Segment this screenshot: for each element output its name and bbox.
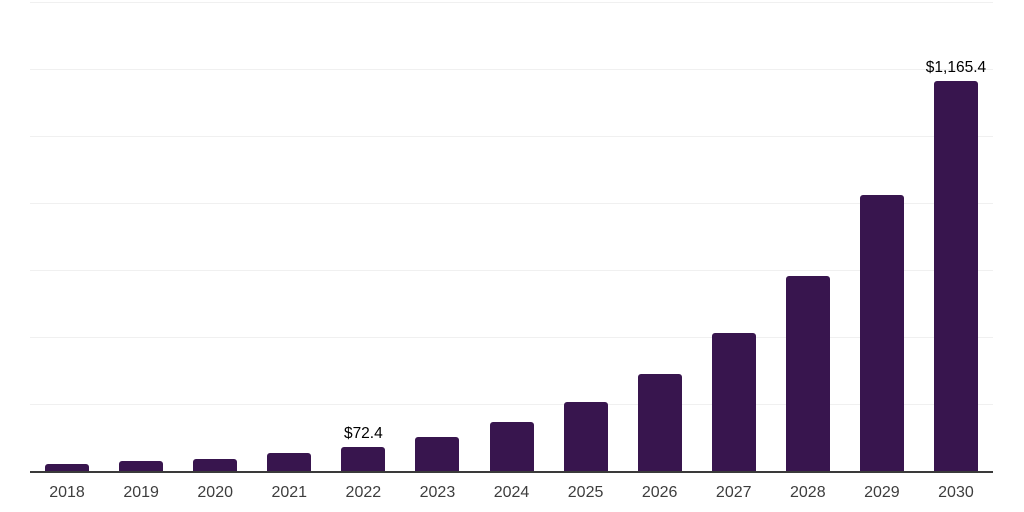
- x-tick-label-2022: 2022: [345, 484, 382, 501]
- data-label-2022: $72.4: [343, 424, 383, 442]
- x-tick-label-2027: 2027: [715, 484, 752, 501]
- gridline-1400: [30, 2, 993, 3]
- gridline-400: [30, 337, 993, 338]
- bar-2019: [119, 461, 164, 471]
- bar-2018: [45, 463, 90, 471]
- x-tick-label-2020: 2020: [197, 484, 233, 501]
- x-tick-label-2026: 2026: [641, 484, 678, 501]
- bar-2030: [933, 80, 978, 471]
- x-tick-label-2030: 2030: [938, 484, 974, 501]
- gridline-1000: [30, 136, 993, 137]
- bar-2026: [637, 373, 682, 471]
- x-tick-label-2019: 2019: [123, 484, 159, 501]
- x-tick-label-2029: 2029: [864, 484, 900, 501]
- x-axis: 2018 2019 2020 2021 2022 2023 2024 2025 2026 2027…: [30, 484, 993, 504]
- x-tick-label-2018: 2018: [49, 484, 85, 501]
- bar-2028: [785, 276, 830, 471]
- gridline-1200: [30, 69, 993, 70]
- plot-area: $72.4 $1,165.4: [30, 2, 993, 473]
- data-label-2030: $1,165.4: [925, 58, 987, 76]
- bar-2027: [711, 333, 756, 471]
- gridline-200: [30, 404, 993, 405]
- x-tick-label-2021: 2021: [271, 484, 308, 501]
- bar-2023: [415, 436, 460, 471]
- x-tick-label-2025: 2025: [567, 484, 604, 501]
- x-tick-label-2028: 2028: [790, 484, 826, 501]
- bar-2021: [267, 452, 312, 471]
- bar-2025: [563, 402, 608, 471]
- bar-2024: [489, 422, 534, 471]
- bar-2029: [859, 195, 904, 471]
- gridline-600: [30, 270, 993, 271]
- x-tick-label-2024: 2024: [493, 484, 530, 501]
- gridline-800: [30, 203, 993, 204]
- bar-2020: [193, 458, 238, 471]
- bar-2022: [341, 446, 386, 471]
- x-tick-label-2023: 2023: [419, 484, 456, 501]
